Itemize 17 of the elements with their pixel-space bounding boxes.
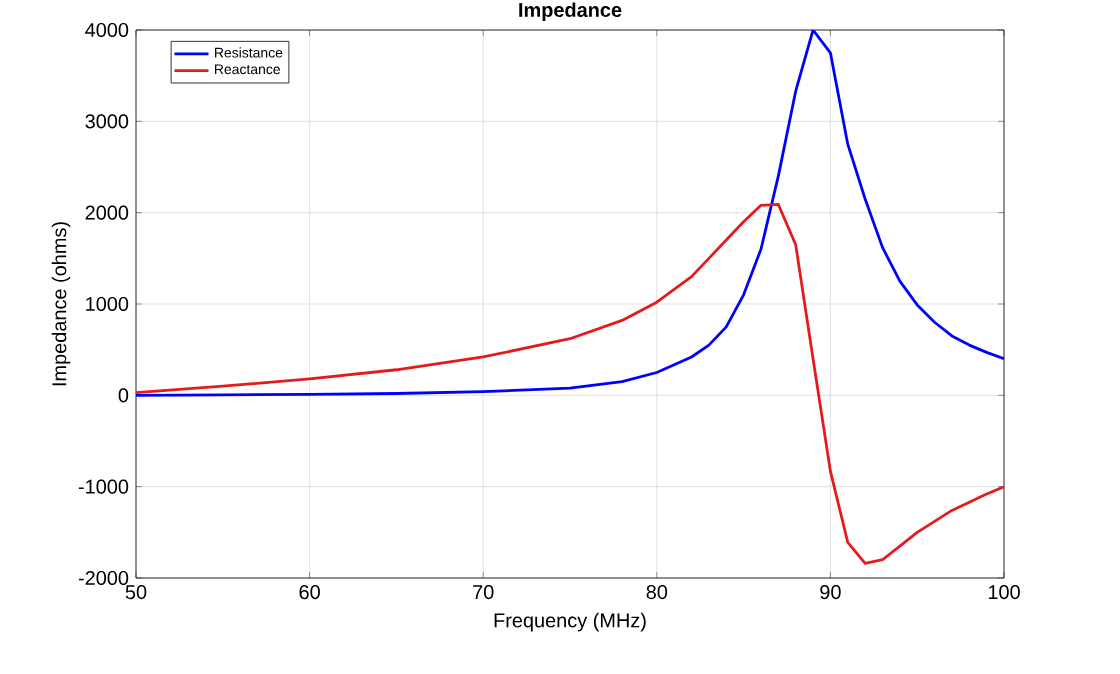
y-tick-label: 3000: [85, 114, 129, 129]
x-tick-label: 90: [820, 585, 841, 600]
y-tick-label: -1000: [78, 479, 129, 494]
y-tick-label: 4000: [85, 22, 129, 38]
x-tick-label: 50: [125, 585, 147, 600]
x-tick-label: 60: [299, 585, 320, 600]
x-axis-title: Frequency (MHz): [494, 612, 646, 632]
y-tick-label: 1000: [86, 296, 129, 312]
chart-title: Impedance: [519, 2, 622, 21]
x-tick-label: 70: [473, 585, 494, 600]
y-tick-label: 2000: [85, 205, 129, 220]
line-series: [136, 30, 1004, 397]
x-tick-label: 80: [646, 585, 668, 600]
y-tick-label: 0: [118, 388, 129, 403]
y-axis-title: Impedance (ohms): [51, 222, 71, 386]
y-tick-label: -2000: [78, 570, 129, 586]
x-tick-label: 100: [988, 585, 1020, 600]
